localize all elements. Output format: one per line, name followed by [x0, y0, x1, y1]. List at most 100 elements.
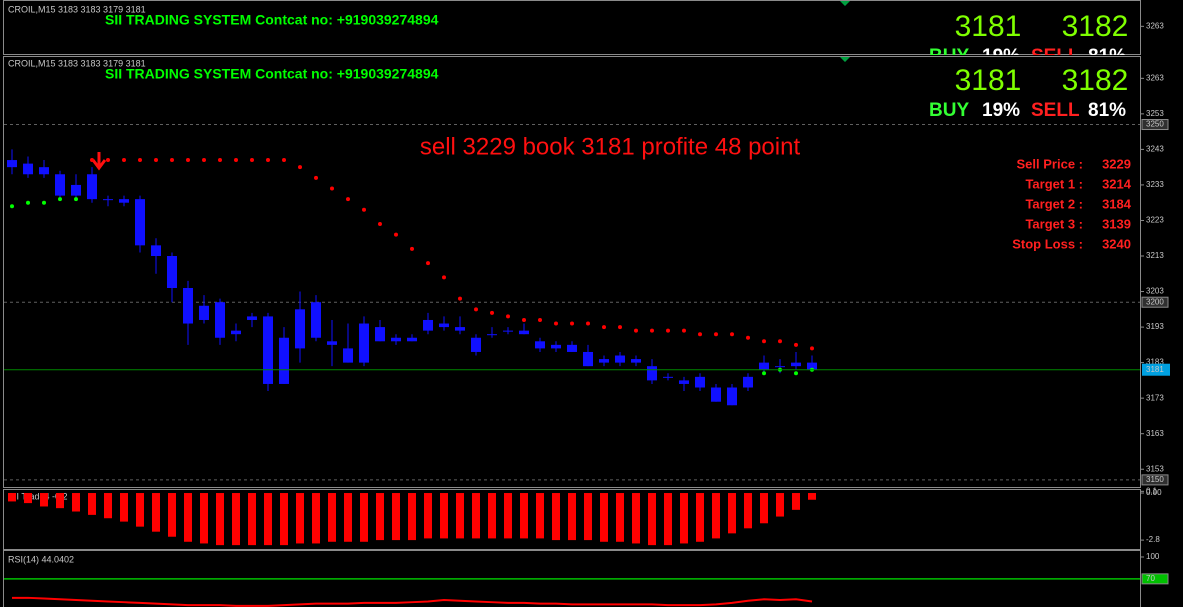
sar-dot [538, 317, 542, 322]
candle-body [87, 174, 97, 200]
sar-dot [282, 158, 286, 163]
sar-dot [218, 158, 222, 163]
sar-dot [330, 186, 334, 191]
sar-dot [442, 275, 446, 280]
sar-dot [458, 296, 462, 301]
candle-body [423, 319, 433, 331]
histogram-bar [632, 493, 640, 544]
level-box [1141, 296, 1169, 308]
histogram-bar [296, 493, 304, 544]
bid: 3181 [955, 64, 1022, 97]
level-label: 3200 [1146, 297, 1164, 306]
buy-pct: 19% [982, 46, 1020, 67]
sar-dot [362, 207, 366, 212]
candle-body [231, 330, 241, 335]
histogram-bar [808, 493, 816, 500]
candle-body [503, 330, 513, 332]
sar-dot [618, 325, 622, 330]
histogram-bar [440, 493, 448, 539]
sar-dot [506, 314, 510, 319]
candle-body [359, 323, 369, 363]
sar-dot [682, 328, 686, 333]
sar-dot [730, 332, 734, 337]
histogram-bar [408, 493, 416, 541]
histogram-bar [8, 493, 16, 502]
candle-body [263, 316, 273, 384]
histogram-bar [568, 493, 576, 541]
sar-dot [586, 321, 590, 326]
level-box [1141, 119, 1169, 131]
candle-body [311, 302, 321, 338]
candle-body [583, 351, 593, 367]
candle-body [631, 359, 641, 363]
y-tick-label: 3203 [1146, 287, 1164, 296]
histogram-bar [744, 493, 752, 529]
last-price-label: 3181 [1146, 365, 1164, 374]
sar-dot [746, 335, 750, 340]
buy-label: BUY [929, 46, 969, 67]
support-dot [10, 204, 14, 209]
rsi-line [12, 596, 813, 607]
sar-dot [186, 158, 190, 163]
sar-dot [778, 339, 782, 344]
candle-body [327, 341, 337, 345]
candle-body [791, 362, 801, 367]
support-dot [26, 200, 30, 205]
support-dot [74, 197, 78, 202]
y-tick-label: 0.1 [1146, 486, 1158, 495]
histogram-bar [24, 493, 32, 504]
level-label: 3150 [1146, 475, 1164, 484]
candle-body [183, 287, 193, 324]
signal-table: Sell Price : 3229 Target 1 : 3214 Target 2 :… [1012, 156, 1132, 251]
signal-value: 3240 [1102, 236, 1131, 251]
candle-body [407, 337, 417, 342]
histogram-bar [616, 493, 624, 542]
candle-body [455, 327, 465, 331]
level-label: 70 [1146, 574, 1155, 583]
top-strip: CROIL,M15 3183 3183 3179 3181 SII TRADIN… [8, 4, 1129, 67]
indicator-frame [3, 489, 1141, 550]
candle-body [759, 362, 769, 370]
support-dot [762, 371, 766, 376]
support-dot [794, 371, 798, 376]
sar-dot [298, 165, 302, 170]
histogram-bar [488, 493, 496, 539]
histogram-bar [56, 493, 64, 509]
last-price-box [1142, 363, 1170, 376]
histogram-bar [648, 493, 656, 546]
sar-dot [714, 332, 718, 337]
y-tick-label: 3163 [1146, 429, 1164, 438]
sar-dot [522, 317, 526, 322]
signal-label: Target 2 : [1025, 196, 1083, 211]
histogram-bar [280, 493, 288, 546]
histogram-bar [376, 493, 384, 541]
signal-label: Target 3 : [1025, 216, 1083, 231]
candle-body [615, 355, 625, 363]
sar-dot [234, 158, 238, 163]
sar-dot [410, 246, 414, 251]
symbol: CROIL,M15 3183 3183 3179 3181 [8, 4, 146, 14]
histogram-bar [120, 493, 128, 522]
sar-dot [490, 310, 494, 315]
histogram-bar [312, 493, 320, 544]
histogram-bar [104, 493, 112, 519]
candle-body [711, 387, 721, 402]
y-tick-label: 3263 [1146, 73, 1164, 82]
histogram-bar [536, 493, 544, 539]
histogram-bar [216, 493, 224, 546]
histogram-bar [520, 493, 528, 539]
sar-dot [666, 328, 670, 333]
histogram-bar [136, 493, 144, 527]
frames [3, 0, 1141, 607]
ask: 3182 [1062, 10, 1129, 43]
histogram-bar [392, 493, 400, 541]
candle-body [151, 245, 161, 257]
candle-body [247, 316, 257, 320]
top-frame [3, 0, 1141, 55]
title: SII TRADING SYSTEM Contcat no: +91903927… [105, 12, 439, 28]
sar-dot [106, 158, 110, 163]
candle-body [295, 309, 305, 349]
candle-body [215, 302, 225, 338]
